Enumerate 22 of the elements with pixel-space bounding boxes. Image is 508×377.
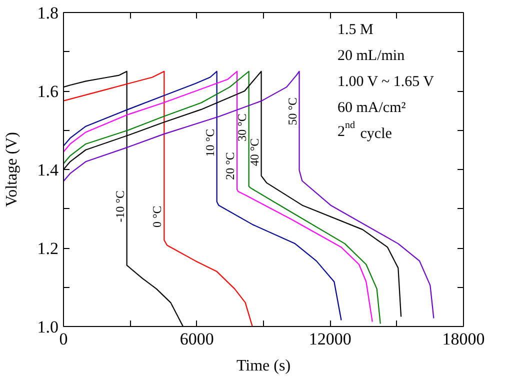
y-axis-title: Voltage (V) xyxy=(3,132,20,207)
annotation: 1.5 M xyxy=(338,22,374,38)
text: 40 °C xyxy=(247,138,262,166)
y-tick-label: 1.6 xyxy=(37,82,58,101)
text: 30 °C xyxy=(234,114,249,142)
text: -10 °C xyxy=(112,190,127,222)
y-tick-label: 1.8 xyxy=(37,4,58,22)
y-tick-label: 1.2 xyxy=(37,239,58,258)
y-tick-label: 1.0 xyxy=(37,318,58,336)
x-tick-label: 12000 xyxy=(308,330,352,348)
x-tick-label: 6000 xyxy=(180,330,214,348)
y-tick-label: 1.4 xyxy=(37,160,59,180)
annotation: 1.00 V ~ 1.65 V xyxy=(338,74,434,90)
text: 20 °C xyxy=(223,152,238,180)
x-axis-title: Time (s) xyxy=(236,358,291,374)
text: 0 °C xyxy=(150,206,164,228)
text: 50 °C xyxy=(285,98,300,126)
annotation: 60 mA/cm² xyxy=(338,100,406,116)
x-tick-label: 18000 xyxy=(442,330,485,348)
annotation: 20 mL/min xyxy=(338,48,406,64)
text: 10 °C xyxy=(202,128,217,157)
x-tick-label: 0 xyxy=(59,330,68,348)
